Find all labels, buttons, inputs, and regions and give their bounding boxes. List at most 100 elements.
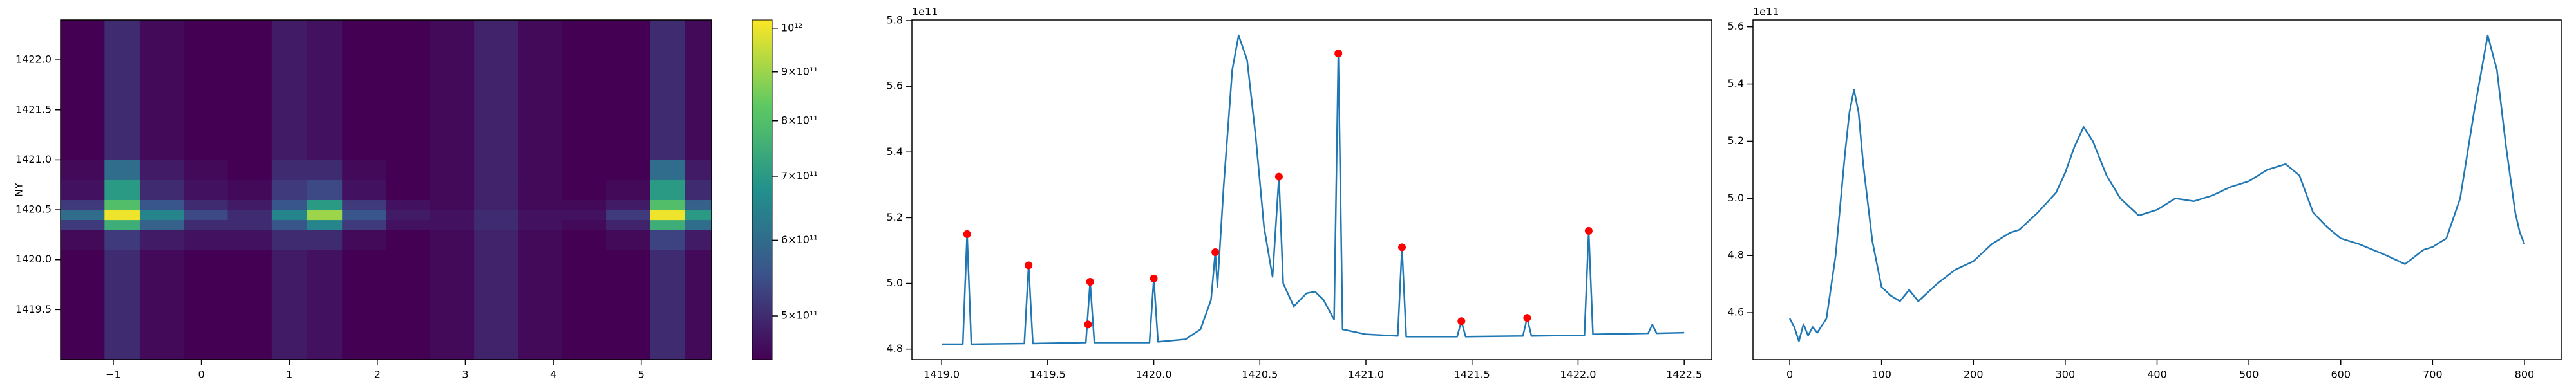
y-tick-label: 5.0 — [1728, 192, 1744, 204]
data-line — [1788, 34, 2526, 342]
x-tick-label: 300 — [2056, 369, 2076, 381]
heatmap-cell — [139, 120, 184, 160]
heatmap-cell — [104, 199, 140, 210]
heatmap-cell — [386, 160, 431, 180]
x-tick-label: 5 — [638, 369, 645, 381]
x-tick-label: 1422.5 — [1666, 369, 1702, 381]
heatmap-cell — [271, 120, 308, 160]
heatmap-cell — [685, 199, 712, 210]
heatmap-cell — [227, 319, 272, 360]
heatmap-cell — [184, 80, 229, 120]
heatmap-cell — [386, 20, 431, 80]
heatmap-cell — [430, 199, 475, 210]
heatmap-cell — [271, 179, 308, 201]
heatmap-cell — [474, 179, 518, 201]
heatmap-cell — [562, 279, 607, 320]
heatmap-cell — [562, 120, 607, 160]
heatmap-cell — [650, 120, 686, 160]
heatmap-cell — [430, 80, 475, 120]
heatmap-cell — [650, 160, 686, 180]
y-tick-label: 4.8 — [887, 342, 903, 354]
heatmap-cell — [61, 219, 105, 230]
heatmap-cell — [386, 80, 431, 120]
heatmap-cell — [61, 230, 105, 250]
heatmap-cell — [104, 279, 140, 320]
heatmap-cell — [271, 160, 308, 180]
colorbar-tick-label: 6×10¹¹ — [781, 234, 818, 246]
heatmap-cell — [606, 120, 650, 160]
heatmap-cell — [139, 199, 184, 210]
heatmap-cell — [562, 230, 607, 250]
heatmap-cell — [271, 210, 308, 221]
heatmap-cell — [606, 160, 650, 180]
heatmap-cell — [227, 219, 272, 230]
peak-marker — [1084, 320, 1092, 329]
heatmap-cell — [474, 120, 518, 160]
heatmap-cell — [307, 120, 343, 160]
x-tick-label: 3 — [462, 369, 468, 381]
heatmap-cell — [474, 230, 518, 250]
heatmap-cell — [562, 179, 607, 201]
heatmap-cell — [139, 179, 184, 201]
heatmap-cell — [61, 279, 105, 320]
heatmap-cell — [307, 219, 343, 230]
heatmap-cell — [307, 20, 343, 80]
peak-marker — [1457, 317, 1466, 326]
y-tick-label: 4.6 — [1728, 306, 1744, 318]
heatmap-cell — [386, 179, 431, 201]
x-tick-label: 100 — [1871, 369, 1891, 381]
heatmap-cell — [474, 160, 518, 180]
peak-marker — [1398, 243, 1406, 252]
peak-marker — [1584, 226, 1593, 235]
heatmap-cell — [104, 120, 140, 160]
heatmap-cell — [307, 199, 343, 210]
heatmap-cell — [227, 120, 272, 160]
heatmap-cell — [606, 250, 650, 280]
heatmap-cell — [307, 160, 343, 180]
heatmap-cell — [650, 20, 686, 80]
heatmap-cell — [342, 80, 386, 120]
heatmap-cell — [139, 160, 184, 180]
peak-marker — [1523, 314, 1531, 322]
heatmap-cell — [104, 210, 140, 221]
x-tick-label: −1 — [106, 369, 121, 381]
y-tick-label: 4.8 — [1728, 249, 1744, 261]
x-tick-label: 1420.5 — [1242, 369, 1278, 381]
heatmap-cell — [474, 20, 518, 80]
heatmap-cell — [518, 210, 563, 221]
heatmap-cell — [227, 179, 272, 201]
heatmap-cell — [650, 279, 686, 320]
heatmap-cell — [606, 219, 650, 230]
heatmap-cell — [307, 319, 343, 360]
heatmap-cell — [606, 279, 650, 320]
heatmap-cell — [61, 80, 105, 120]
heatmap-cell — [342, 20, 386, 80]
heatmap-cell — [430, 120, 475, 160]
heatmap-cell — [685, 80, 712, 120]
heatmap-cell — [386, 199, 431, 210]
heatmap-cell — [650, 80, 686, 120]
heatmap-cell — [606, 179, 650, 201]
heatmap-cell — [184, 210, 229, 221]
heatmap-cell — [650, 179, 686, 201]
y-tick-label: 1421.0 — [15, 153, 52, 165]
peak-marker — [1334, 50, 1343, 58]
heatmap-cell — [104, 179, 140, 201]
heatmap-cell — [184, 120, 229, 160]
heatmap-cell — [61, 120, 105, 160]
heatmap-cell — [430, 279, 475, 320]
heatmap-cell — [606, 80, 650, 120]
heatmap-cell — [518, 179, 563, 201]
heatmap-cell — [184, 250, 229, 280]
heatmap-cell — [430, 219, 475, 230]
heatmap-cell — [562, 20, 607, 80]
heatmap-cell — [474, 250, 518, 280]
heatmap-cell — [104, 219, 140, 230]
heatmap-cell — [518, 230, 563, 250]
x-tick-label: 0 — [198, 369, 205, 381]
heatmap-cell — [518, 279, 563, 320]
heatmap-cell — [139, 230, 184, 250]
heatmap-cell — [386, 210, 431, 221]
heatmap-cell — [271, 219, 308, 230]
x-tick-label: 800 — [2515, 369, 2535, 381]
